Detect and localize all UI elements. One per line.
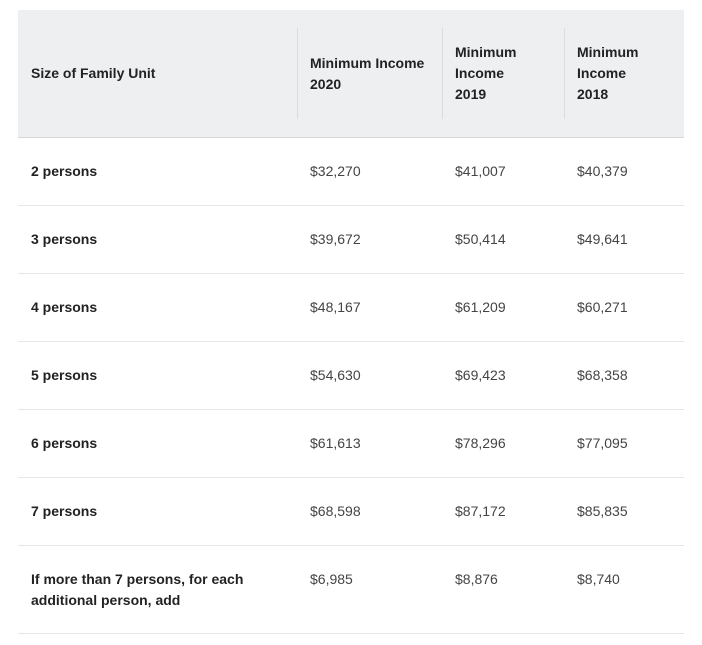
header-family-size: Size of Family Unit [31,65,156,81]
row-label: 7 persons [31,503,98,519]
cell-income-2018: $68,358 [577,367,628,383]
cell-income-2020: $68,598 [310,503,361,519]
cell-income-2018: $77,095 [577,435,628,451]
cell-income-2019: $78,296 [455,435,506,451]
cell-income-2019: $87,172 [455,503,506,519]
cell-income-2019: $41,007 [455,163,506,179]
table-header: Size of Family Unit Minimum Income 2020 … [18,10,684,138]
table-row: 5 persons $54,630 $69,423 $68,358 [18,342,684,410]
table-row: 3 persons $39,672 $50,414 $49,641 [18,206,684,274]
row-label: 4 persons [31,299,98,315]
cell-income-2020: $61,613 [310,435,361,451]
row-label: 5 persons [31,367,98,383]
cell-income-2018: $8,740 [577,571,620,587]
row-label: 2 persons [31,163,98,179]
table-row: If more than 7 persons, for each additio… [18,546,684,634]
cell-income-2020: $48,167 [310,299,361,315]
header-income-2019-text: Minimum Income 2019 [455,44,517,102]
header-income-2019: Minimum Income 2019 [442,10,564,138]
header-income-2020: Minimum Income 2020 [297,10,442,138]
table-body: 2 persons $32,270 $41,007 $40,379 3 pers… [18,138,684,634]
income-table-container: Size of Family Unit Minimum Income 2020 … [18,10,684,634]
cell-income-2020: $6,985 [310,571,353,587]
cell-income-2019: $8,876 [455,571,498,587]
cell-income-2019: $50,414 [455,231,506,247]
cell-income-2019: $69,423 [455,367,506,383]
table-row: 4 persons $48,167 $61,209 $60,271 [18,274,684,342]
table-row: 6 persons $61,613 $78,296 $77,095 [18,410,684,478]
header-income-2018: Minimum Income 2018 [564,10,684,138]
table-row: 2 persons $32,270 $41,007 $40,379 [18,138,684,206]
row-label: 6 persons [31,435,98,451]
header-income-2020-text: Minimum Income 2020 [310,54,425,92]
table-row: 7 persons $68,598 $87,172 $85,835 [18,478,684,546]
cell-income-2018: $40,379 [577,163,628,179]
cell-income-2019: $61,209 [455,299,506,315]
cell-income-2018: $85,835 [577,503,628,519]
cell-income-2018: $49,641 [577,231,628,247]
row-label: If more than 7 persons, for each additio… [18,546,297,634]
cell-income-2020: $39,672 [310,231,361,247]
header-row: Size of Family Unit Minimum Income 2020 … [18,10,684,138]
cell-income-2018: $60,271 [577,299,628,315]
cell-income-2020: $32,270 [310,163,361,179]
minimum-income-table: Size of Family Unit Minimum Income 2020 … [18,10,684,634]
row-label: 3 persons [31,231,98,247]
row-label-text: If more than 7 persons, for each additio… [31,571,244,608]
header-income-2018-text: Minimum Income 2018 [577,44,639,102]
cell-income-2020: $54,630 [310,367,361,383]
